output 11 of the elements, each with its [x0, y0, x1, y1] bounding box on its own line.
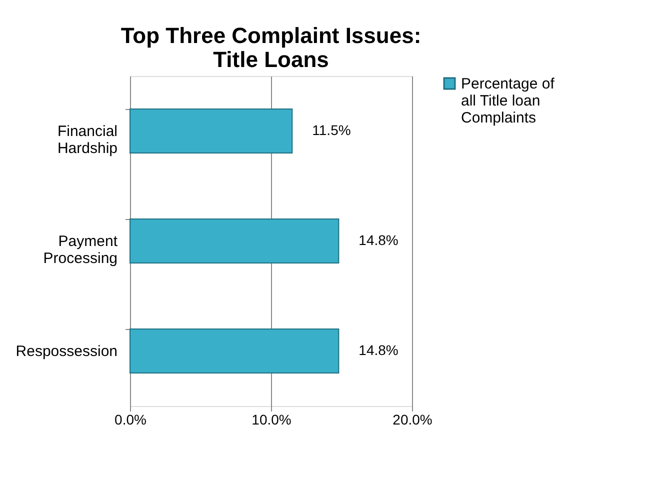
chart-title: Top Three Complaint Issues: Title Loans — [120, 23, 422, 72]
y-tick-label: Payment Processing — [43, 233, 118, 267]
legend-label: Percentage of all Title loan Complaints — [461, 76, 556, 126]
data-label: 14.8% — [358, 232, 398, 248]
x-tick-label: 10.0% — [252, 412, 292, 428]
data-label: 11.5% — [312, 122, 351, 138]
y-tick-label: Respossession — [16, 343, 118, 360]
data-label: 14.8% — [358, 342, 398, 358]
x-tick-label: 20.0% — [392, 412, 432, 428]
y-tick-label: Financial Hardship — [57, 123, 118, 157]
x-tick-label: 0.0% — [114, 412, 146, 428]
